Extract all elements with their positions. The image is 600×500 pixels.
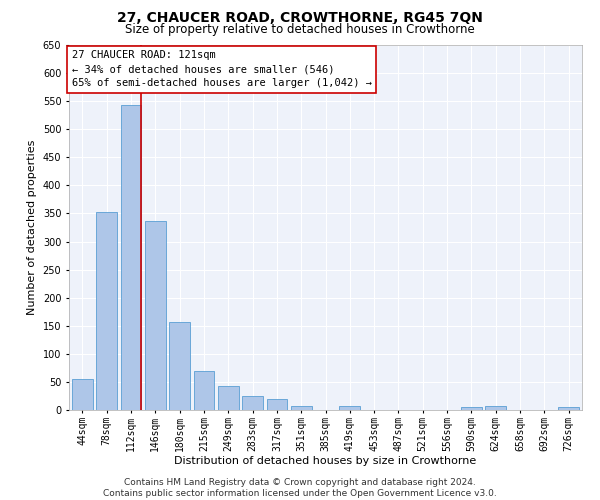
Bar [266,400,287,410]
Bar [72,379,93,410]
Bar [291,406,311,410]
Bar [121,104,142,410]
Bar [97,212,117,410]
Bar [485,406,506,410]
Bar [242,396,263,410]
Text: Size of property relative to detached houses in Crowthorne: Size of property relative to detached ho… [125,22,475,36]
Text: Contains HM Land Registry data © Crown copyright and database right 2024.
Contai: Contains HM Land Registry data © Crown c… [103,478,497,498]
Y-axis label: Number of detached properties: Number of detached properties [27,140,37,315]
Bar [194,370,214,410]
Bar [169,322,190,410]
Bar [340,406,360,410]
Bar [558,407,579,410]
Bar [461,407,482,410]
Text: 27 CHAUCER ROAD: 121sqm
← 34% of detached houses are smaller (546)
65% of semi-d: 27 CHAUCER ROAD: 121sqm ← 34% of detache… [71,50,371,88]
Text: 27, CHAUCER ROAD, CROWTHORNE, RG45 7QN: 27, CHAUCER ROAD, CROWTHORNE, RG45 7QN [117,11,483,25]
X-axis label: Distribution of detached houses by size in Crowthorne: Distribution of detached houses by size … [175,456,476,466]
Bar [218,386,239,410]
Bar [145,221,166,410]
